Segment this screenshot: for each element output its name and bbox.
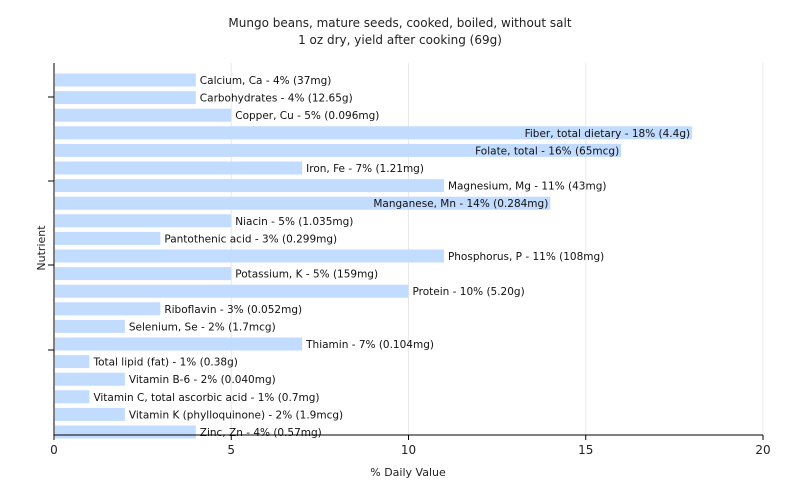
bar-label: Phosphorus, P - 11% (108mg) xyxy=(448,251,604,263)
bar-label: Selenium, Se - 2% (1.7mcg) xyxy=(129,321,276,333)
bar xyxy=(55,390,90,404)
gridlines xyxy=(230,63,764,435)
bar xyxy=(55,179,444,193)
bar-label: Zinc, Zn - 4% (0.57mg) xyxy=(200,427,322,439)
bar-label: Calcium, Ca - 4% (37mg) xyxy=(200,75,332,87)
bar xyxy=(55,319,125,333)
bar xyxy=(55,267,232,281)
x-tick-labels: 0 5 10 15 20 xyxy=(50,435,771,457)
bar-label: Total lipid (fat) - 1% (0.38g) xyxy=(92,357,237,369)
bar xyxy=(55,284,409,298)
bar-label: Potassium, K - 5% (159mg) xyxy=(235,269,378,281)
bar xyxy=(55,231,161,245)
bar-label: Vitamin C, total ascorbic acid - 1% (0.7… xyxy=(93,392,319,404)
x-tick-label: 0 xyxy=(50,443,58,457)
x-tick-label: 5 xyxy=(227,443,235,457)
bar-label: Vitamin K (phylloquinone) - 2% (1.9mcg) xyxy=(129,409,343,421)
bar xyxy=(55,372,125,386)
bar xyxy=(55,91,196,105)
chart-title: Mungo beans, mature seeds, cooked, boile… xyxy=(228,16,571,30)
bar xyxy=(55,355,90,369)
bar-label: Manganese, Mn - 14% (0.284mg) xyxy=(373,198,548,210)
bar xyxy=(55,214,232,228)
bar-label: Iron, Fe - 7% (1.21mg) xyxy=(306,163,424,175)
y-axis-label: Nutrient xyxy=(35,225,48,271)
bar xyxy=(55,126,693,140)
bar xyxy=(55,425,196,439)
bar-label: Fiber, total dietary - 18% (4.4g) xyxy=(525,128,690,140)
bar xyxy=(55,161,303,175)
bar-label: Magnesium, Mg - 11% (43mg) xyxy=(448,181,607,193)
bar-label: Carbohydrates - 4% (12.65g) xyxy=(200,93,353,105)
bars: Calcium, Ca - 4% (37mg) Carbohydrates - 4… xyxy=(55,73,693,439)
bar xyxy=(55,143,622,157)
x-tick-label: 15 xyxy=(578,443,593,457)
bar-label: Riboflavin - 3% (0.052mg) xyxy=(164,304,302,316)
bar-label: Folate, total - 16% (65mcg) xyxy=(475,145,619,157)
chart-subtitle: 1 oz dry, yield after cooking (69g) xyxy=(298,33,502,47)
bar xyxy=(55,108,232,122)
x-tick-label: 20 xyxy=(755,443,770,457)
bar-label: Niacin - 5% (1.035mg) xyxy=(235,216,353,228)
bar xyxy=(55,302,161,316)
bar xyxy=(55,407,125,421)
bar xyxy=(55,249,444,263)
bar-label: Copper, Cu - 5% (0.096mg) xyxy=(235,110,379,122)
bar xyxy=(55,73,196,87)
x-tick-label: 10 xyxy=(401,443,416,457)
bar-label: Thiamin - 7% (0.104mg) xyxy=(305,339,434,351)
bar-label: Protein - 10% (5.20g) xyxy=(413,286,525,298)
bar xyxy=(55,337,303,351)
bar-label: Vitamin B-6 - 2% (0.040mg) xyxy=(129,374,276,386)
bar xyxy=(55,196,551,210)
x-axis-label: % Daily Value xyxy=(370,466,446,479)
bar-label: Pantothenic acid - 3% (0.299mg) xyxy=(164,233,337,245)
